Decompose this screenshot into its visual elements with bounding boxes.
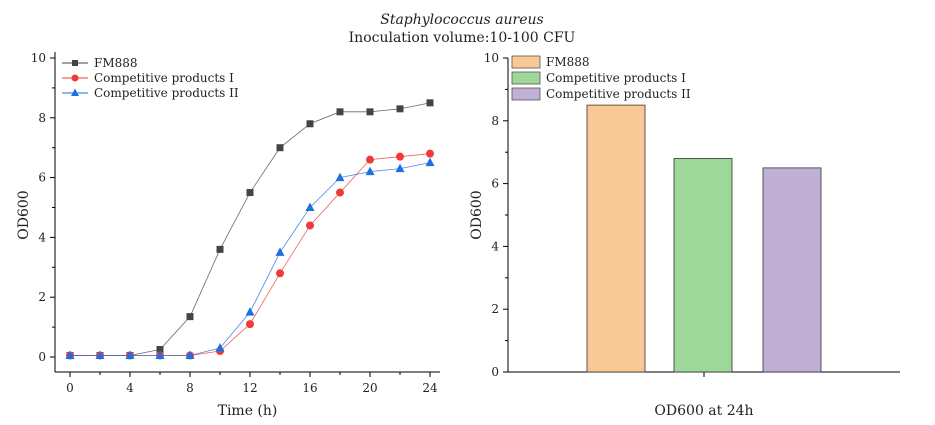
x-tick-label: 24 (422, 381, 438, 395)
bar-0 (586, 104, 646, 373)
data-point-triangle (95, 350, 105, 360)
y-tick-label: 8 (491, 114, 499, 128)
y-tick-label: 0 (491, 365, 499, 379)
bar-2 (762, 167, 822, 373)
legend-swatch (511, 87, 541, 101)
data-point-circle (426, 149, 434, 158)
y-tick-label: 4 (491, 239, 499, 253)
y-tick-label: 4 (38, 230, 46, 244)
data-point-circle (336, 188, 344, 197)
data-point-triangle (335, 172, 345, 182)
data-point-circle (366, 155, 374, 164)
series-2 (65, 157, 435, 360)
x-tick-label: 8 (186, 381, 194, 395)
data-point-triangle (71, 88, 79, 96)
data-point-triangle (395, 163, 405, 173)
y-tick-label: 2 (38, 290, 46, 304)
data-point-triangle (425, 157, 435, 167)
x-tick-label: 16 (302, 381, 317, 395)
chart-title: Staphylococcus aureus (380, 12, 544, 28)
legend-label: Competitive products II (546, 87, 691, 101)
data-point-circle (396, 152, 404, 161)
legend-label: FM888 (94, 56, 138, 70)
y-tick-label: 0 (38, 350, 46, 364)
data-point-square (366, 108, 374, 116)
data-point-square (246, 189, 254, 197)
series-0 (66, 99, 434, 360)
x-tick-label: 4 (126, 381, 134, 395)
y-tick-label: 6 (491, 177, 499, 191)
bar-1 (673, 158, 733, 373)
x-tick-label: 0 (66, 381, 74, 395)
data-point-triangle (125, 350, 135, 360)
y-axis-label: OD600 (469, 190, 485, 239)
data-point-circle (276, 269, 284, 278)
data-point-circle (246, 320, 254, 329)
data-point-square (396, 105, 404, 113)
data-point-square (72, 60, 78, 66)
data-point-triangle (365, 166, 375, 176)
bar-chart: 0 2 4 6 8 10 FM888 Competitive products I Compet… (469, 51, 900, 419)
series-line (70, 102, 431, 356)
x-axis-label: Time (h) (218, 403, 278, 419)
y-tick-label: 10 (484, 51, 499, 65)
legend-label: Competitive products I (94, 71, 234, 85)
y-axis-label: OD600 (16, 190, 32, 239)
data-point-square (276, 144, 284, 152)
data-point-triangle (155, 350, 165, 360)
data-point-square (156, 346, 164, 354)
chart-subtitle: Inoculation volume:10-100 CFU (349, 30, 576, 46)
data-point-circle (71, 74, 79, 82)
data-point-triangle (185, 350, 195, 360)
data-point-triangle (245, 307, 255, 316)
legend-swatch (511, 71, 541, 85)
data-point-circle (306, 221, 314, 230)
data-point-triangle (305, 202, 315, 211)
data-point-triangle (215, 343, 225, 352)
legend-label: Competitive products II (94, 86, 239, 100)
series-1 (66, 149, 434, 360)
legend-label: Competitive products I (546, 71, 686, 85)
data-point-square (426, 99, 434, 107)
data-point-square (306, 120, 314, 128)
legend-swatch (511, 55, 541, 69)
x-tick-label: 20 (362, 381, 377, 395)
data-point-triangle (275, 247, 285, 256)
y-tick-label: 10 (31, 51, 46, 65)
y-tick-label: 8 (38, 111, 46, 125)
legend-label: FM888 (546, 55, 590, 69)
y-tick-label: 6 (38, 171, 46, 185)
data-point-triangle (65, 350, 75, 360)
data-point-square (336, 108, 344, 116)
y-tick-label: 2 (491, 302, 499, 316)
data-point-square (216, 245, 224, 253)
x-axis-label: OD600 at 24h (654, 403, 753, 419)
data-point-square (186, 313, 194, 321)
x-tick-label: 12 (242, 381, 257, 395)
